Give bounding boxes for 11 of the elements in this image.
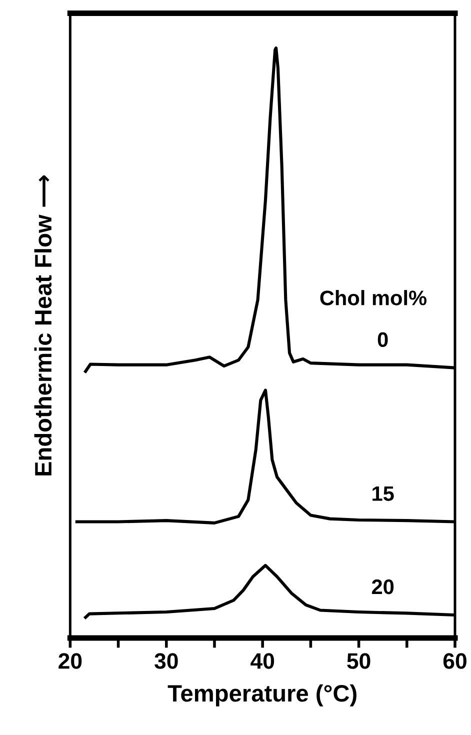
legend-title: Chol mol%	[320, 290, 426, 306]
x-tick-label: 40	[250, 653, 274, 669]
x-tick-label: 60	[443, 653, 466, 669]
series-label: 20	[372, 579, 394, 594]
x-tick-label: 50	[347, 653, 370, 669]
x-tick-label: 30	[154, 653, 178, 669]
x-tick-label: 20	[58, 653, 82, 669]
y-axis-title: Endothermic Heat Flow ⟶	[34, 175, 52, 476]
series-label: 15	[372, 486, 394, 501]
series-label: 0	[378, 332, 388, 347]
x-axis-title: Temperature (°C)	[168, 684, 356, 706]
